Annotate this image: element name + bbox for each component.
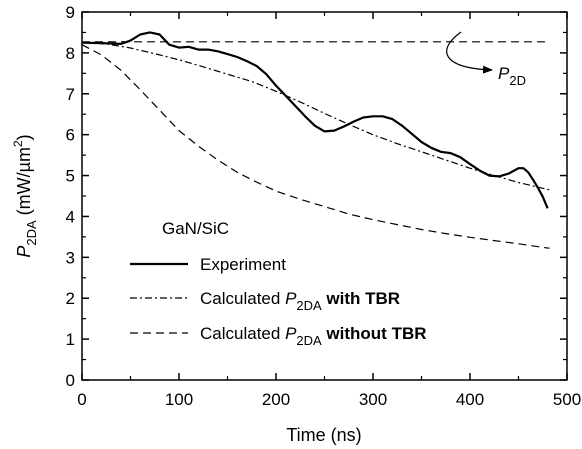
- x-tick-label: 200: [262, 390, 290, 409]
- axis-ticks: 0 100 200 300 400 500 0 1 2 3 4 5 6 7 8 9: [66, 3, 582, 409]
- y-tick-label: 7: [66, 85, 75, 104]
- legend-label-without-tbr: Calculated P2DA without TBR: [200, 324, 427, 348]
- series-line-with-tbr: [81, 42, 550, 191]
- p2d-annotation-arrow: [446, 31, 493, 74]
- x-axis-title: Time (ns): [286, 425, 361, 445]
- y-tick-label: 2: [66, 289, 75, 308]
- x-tick-label: 0: [77, 390, 86, 409]
- series-line-experiment: [81, 31, 549, 209]
- y-tick-label: 6: [66, 126, 75, 145]
- sample-label: GaN/SiC: [162, 219, 229, 238]
- y-tick-label: 3: [66, 248, 75, 267]
- x-tick-label: 300: [359, 390, 387, 409]
- y-tick-label: 5: [66, 167, 75, 186]
- series-layer: [81, 31, 550, 249]
- x-tick-label: 100: [165, 390, 193, 409]
- x-tick-label: 500: [553, 390, 581, 409]
- p2d-annotation-label: P2D: [498, 64, 526, 88]
- y-tick-label: 8: [66, 44, 75, 63]
- y-tick-label: 4: [66, 207, 75, 226]
- y-axis-title: P2DA (mW/µm2): [11, 134, 39, 257]
- y-tick-label: 1: [66, 330, 75, 349]
- legend-label-with-tbr: Calculated P2DA with TBR: [200, 289, 400, 313]
- y-tick-label: 9: [66, 3, 75, 22]
- series-line-without-tbr: [81, 44, 550, 249]
- legend: Experiment Calculated P2DA with TBR Calc…: [130, 255, 427, 348]
- x-tick-label: 400: [456, 390, 484, 409]
- y-tick-label: 0: [66, 371, 75, 390]
- legend-label-experiment: Experiment: [200, 255, 286, 274]
